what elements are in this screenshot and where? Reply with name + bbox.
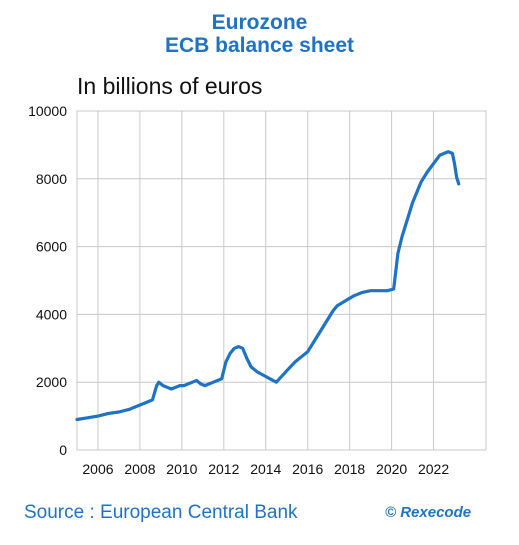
grid (77, 110, 486, 451)
x-tick-label: 2016 (292, 461, 323, 477)
y-tick-label: 0 (59, 442, 67, 458)
x-tick-label: 2006 (82, 461, 113, 477)
x-tick-label: 2020 (376, 461, 407, 477)
y-tick-label: 2000 (36, 374, 67, 390)
chart-subtitle: In billions of euros (77, 73, 263, 99)
credit-note: © Rexecode (385, 504, 472, 521)
y-tick-label: 4000 (36, 306, 67, 322)
series-layer (75, 150, 461, 422)
source-note: Source : European Central Bank (24, 502, 298, 523)
x-tick-label: 2014 (250, 461, 281, 477)
y-tick-label: 8000 (36, 171, 67, 187)
chart-title-line-1: Eurozone (211, 11, 308, 34)
x-tick-label: 2008 (124, 461, 155, 477)
chart-title-line-2: ECB balance sheet (164, 34, 355, 57)
x-tick-label: 2010 (166, 461, 197, 477)
y-tick-label: 6000 (36, 239, 67, 255)
y-tick-label: 10000 (28, 103, 67, 119)
x-tick-label: 2012 (208, 461, 239, 477)
series-line-0 (75, 150, 461, 422)
axis-ticks: 0 2000 4000 6000 8000 10000 2006 2008 2010 2012 20… (28, 103, 449, 477)
plot-frame (76, 110, 487, 451)
x-tick-label: 2018 (334, 461, 365, 477)
x-tick-label: 2022 (418, 461, 449, 477)
